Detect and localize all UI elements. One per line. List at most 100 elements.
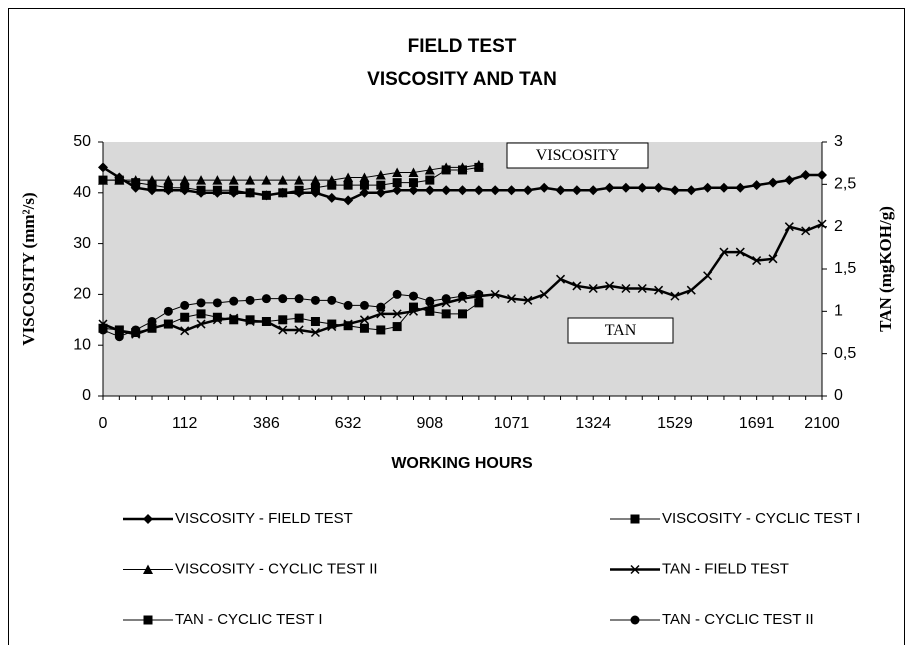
marker <box>392 167 403 177</box>
marker <box>408 167 419 177</box>
marker <box>310 295 320 305</box>
y-tick-label: 10 <box>73 336 91 353</box>
marker <box>180 183 190 193</box>
annotation: VISCOSITY <box>536 147 620 164</box>
marker <box>343 195 354 206</box>
marker <box>359 323 369 333</box>
x-tick-label: 2100 <box>804 415 840 432</box>
legend-label: VISCOSITY - FIELD TEST <box>175 510 353 527</box>
marker <box>147 323 157 333</box>
marker <box>458 291 467 301</box>
y2-tick-label: 1,5 <box>834 260 856 277</box>
chart-subtitle: VISCOSITY AND TAN <box>367 69 557 90</box>
plot-background <box>103 142 822 396</box>
marker <box>474 298 484 308</box>
marker <box>261 294 271 304</box>
marker <box>605 281 615 291</box>
marker <box>473 159 484 170</box>
marker <box>767 177 778 188</box>
marker <box>196 309 206 319</box>
marker <box>278 325 288 335</box>
marker <box>630 514 640 524</box>
marker <box>326 175 337 185</box>
marker <box>359 315 369 325</box>
y-tick-label: 40 <box>73 184 91 201</box>
legend-label: TAN - CYCLIC TEST II <box>662 611 814 628</box>
marker <box>441 185 452 196</box>
y2-tick-label: 3 <box>834 133 843 150</box>
x-tick-label: 386 <box>253 415 280 432</box>
marker <box>294 175 305 185</box>
marker <box>310 327 320 338</box>
marker <box>343 172 354 183</box>
marker <box>458 309 467 319</box>
annotation-box <box>567 317 674 344</box>
marker <box>143 514 153 524</box>
marker <box>229 296 239 306</box>
marker <box>376 180 386 190</box>
marker <box>654 285 664 295</box>
marker <box>669 185 680 196</box>
marker <box>310 316 320 326</box>
x-tick-label: 908 <box>416 415 443 432</box>
marker <box>817 170 827 181</box>
marker <box>522 185 533 196</box>
x-tick-label: 1071 <box>494 415 530 432</box>
marker <box>131 325 141 335</box>
x-tick-label: 632 <box>335 415 362 432</box>
marker <box>376 302 386 312</box>
marker <box>294 185 304 195</box>
marker <box>98 162 108 173</box>
marker <box>180 326 190 336</box>
marker <box>752 256 762 266</box>
marker <box>228 175 239 185</box>
marker <box>180 312 190 322</box>
marker <box>163 175 174 185</box>
x-tick-label: 1691 <box>739 415 775 432</box>
marker <box>425 296 435 306</box>
y2-axis-label: TAN (mgKOH/g) <box>876 206 895 332</box>
marker <box>392 322 402 332</box>
marker <box>212 175 223 185</box>
marker <box>637 182 648 193</box>
marker <box>490 289 500 299</box>
marker <box>196 298 206 308</box>
y-tick-label: 0 <box>82 387 91 404</box>
marker <box>424 164 435 175</box>
marker <box>572 281 582 291</box>
legend-label: TAN - FIELD TEST <box>662 560 789 577</box>
marker <box>408 178 418 188</box>
marker <box>506 185 517 196</box>
marker <box>196 185 206 195</box>
marker <box>473 185 484 196</box>
marker <box>147 316 157 326</box>
marker <box>245 175 256 185</box>
marker <box>343 180 353 190</box>
marker <box>457 185 468 196</box>
marker <box>310 175 321 185</box>
marker <box>143 615 153 625</box>
marker <box>735 247 745 257</box>
marker <box>163 306 173 316</box>
marker <box>277 175 288 185</box>
x-tick-label: 112 <box>172 415 198 432</box>
marker <box>408 185 419 196</box>
marker <box>408 291 418 301</box>
legend-label: VISCOSITY - CYCLIC TEST II <box>175 560 378 577</box>
marker <box>180 300 190 310</box>
y2-tick-label: 2,5 <box>834 176 856 193</box>
y-axis-label: VISCOSITY (mm²/s) <box>19 192 38 345</box>
marker <box>212 185 222 195</box>
marker <box>539 289 549 299</box>
marker <box>392 289 402 299</box>
marker <box>359 172 370 183</box>
marker <box>196 319 206 329</box>
marker <box>294 325 304 335</box>
marker <box>245 315 255 325</box>
marker <box>425 175 435 185</box>
marker <box>441 294 451 304</box>
marker <box>784 175 795 186</box>
marker <box>441 162 452 172</box>
marker <box>359 300 369 310</box>
marker <box>294 294 304 304</box>
